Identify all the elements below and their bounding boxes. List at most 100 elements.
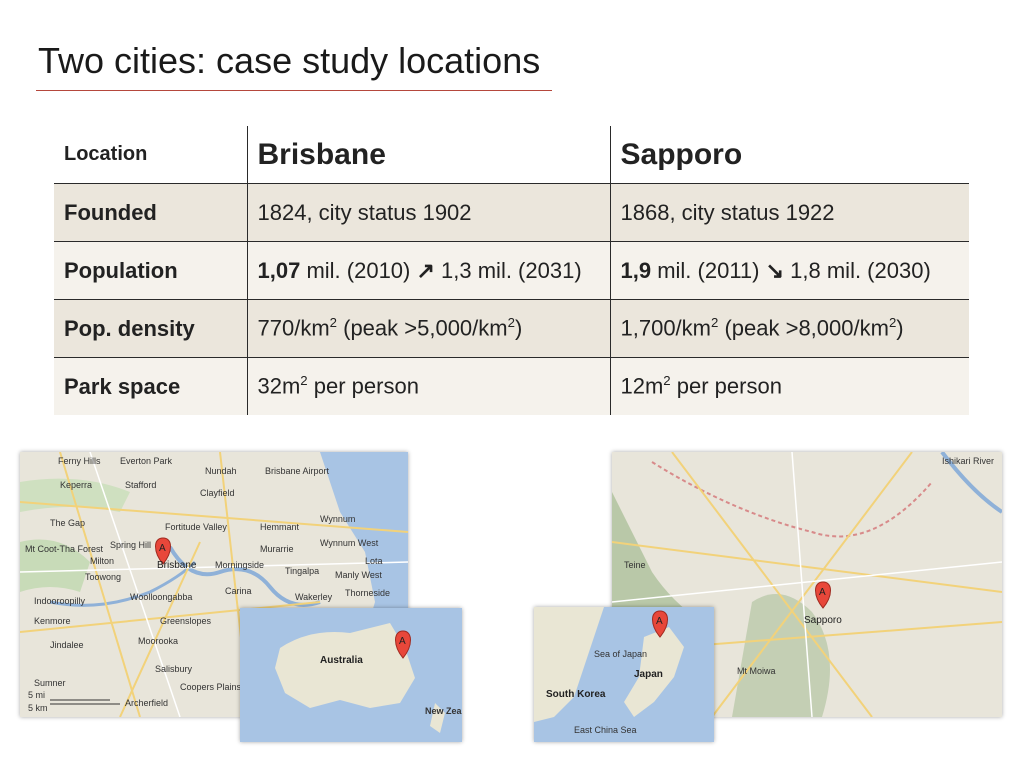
map-label: Morningside xyxy=(215,560,264,570)
park-unit: per person xyxy=(670,373,782,399)
map-label: Wynnum xyxy=(320,514,355,524)
map-label: Ferny Hills xyxy=(58,456,101,466)
superscript: 2 xyxy=(329,315,337,331)
map-label: Australia xyxy=(320,655,363,666)
population-projection: 1,3 mil. (2031) xyxy=(434,257,582,283)
brisbane-founded: 1824, city status 1902 xyxy=(246,183,610,242)
map-label: Greenslopes xyxy=(160,616,212,626)
map-label: Everton Park xyxy=(120,456,173,466)
map-marker-icon: A xyxy=(652,610,668,638)
map-label: Clayfield xyxy=(200,488,235,498)
map-label: Keperra xyxy=(60,480,92,490)
park-text: 12m xyxy=(620,373,664,399)
map-label: Teine xyxy=(624,560,646,570)
marker-label: A xyxy=(399,636,406,647)
map-label: Wynnum West xyxy=(320,538,379,548)
population-value: 1,07 xyxy=(257,257,301,283)
row-label-park: Park space xyxy=(54,357,247,415)
map-label: Coopers Plains xyxy=(180,682,242,692)
map-label: Milton xyxy=(90,556,114,566)
marker-label: A xyxy=(819,587,826,598)
map-label: Murarrie xyxy=(260,544,294,554)
map-label: Ishikari River xyxy=(942,456,994,466)
scale-label: 5 km xyxy=(28,703,48,713)
park-unit: per person xyxy=(307,373,419,399)
brisbane-population: 1,07 mil. (2010) ↗ 1,3 mil. (2031) xyxy=(246,241,610,300)
map-marker-icon: A xyxy=(155,537,171,565)
japan-inset-map: A Sea of Japan South Korea Japan East Ch… xyxy=(534,607,714,742)
sapporo-population: 1,9 mil. (2011) ↘ 1,8 mil. (2030) xyxy=(609,241,969,300)
map-marker-icon: A xyxy=(395,630,411,659)
map-label: New Zealand xyxy=(425,706,462,716)
population-year: mil. (2010) xyxy=(300,257,417,283)
map-label: Thorneside xyxy=(345,588,390,598)
population-projection: 1,8 mil. (2030) xyxy=(784,257,931,283)
map-label: Sumner xyxy=(34,678,66,688)
superscript: 2 xyxy=(507,315,515,331)
park-text: 32m xyxy=(257,373,301,399)
closing-paren: ) xyxy=(896,315,904,341)
map-label: Jindalee xyxy=(50,640,84,650)
superscript: 2 xyxy=(711,315,719,331)
map-label: Mt Moiwa xyxy=(737,666,776,676)
density-peak-text: (peak >8,000/km xyxy=(718,315,889,341)
map-label: South Korea xyxy=(546,689,606,700)
header-brisbane: Brisbane xyxy=(246,126,610,184)
superscript: 2 xyxy=(888,315,897,331)
map-label: Sapporo xyxy=(804,615,842,626)
map-marker-icon: A xyxy=(815,581,831,609)
map-label: Archerfield xyxy=(125,698,168,708)
trend-up-icon: ↗ xyxy=(416,257,435,283)
density-text: 770/km xyxy=(257,315,330,341)
map-label: Salisbury xyxy=(155,664,193,674)
table-row-density: Pop. density 770/km2 (peak >5,000/km2) 1… xyxy=(54,299,969,358)
sapporo-park: 12m2 per person xyxy=(609,357,969,415)
sapporo-founded: 1868, city status 1922 xyxy=(609,183,969,242)
marker-label: A xyxy=(656,616,663,627)
map-label: Lota xyxy=(365,556,383,566)
trend-down-icon: ↘ xyxy=(765,257,785,283)
superscript: 2 xyxy=(663,373,671,389)
brisbane-map: A Ferny Hills Everton Park Nundah Brisba… xyxy=(20,452,408,717)
map-label: Brisbane xyxy=(157,560,197,571)
row-label-density: Pop. density xyxy=(54,299,247,358)
map-label: Fortitude Valley xyxy=(165,522,227,532)
australia-inset-map: A Australia New Zealand xyxy=(240,608,462,742)
marker-label: A xyxy=(159,543,166,554)
map-label: Nundah xyxy=(205,466,237,476)
map-label: Hemmant xyxy=(260,522,300,532)
header-sapporo: Sapporo xyxy=(609,126,969,184)
header-location: Location xyxy=(54,126,247,184)
map-label: Stafford xyxy=(125,480,156,490)
row-label-founded: Founded xyxy=(54,183,247,242)
sapporo-density: 1,700/km2 (peak >8,000/km2) xyxy=(609,299,969,358)
population-year: mil. (2011) xyxy=(651,257,766,283)
table-row-park: Park space 32m2 per person 12m2 per pers… xyxy=(54,357,969,415)
map-label: Indooroopilly xyxy=(34,596,86,606)
map-label: Japan xyxy=(634,669,663,680)
table-row-founded: Founded 1824, city status 1902 1868, cit… xyxy=(54,183,969,242)
superscript: 2 xyxy=(300,373,308,389)
map-label: The Gap xyxy=(50,518,85,528)
city-comparison-table: Location Brisbane Sapporo Founded 1824, … xyxy=(54,126,969,415)
map-label: Tingalpa xyxy=(285,566,319,576)
map-label: Manly West xyxy=(335,570,382,580)
map-label: Brisbane Airport xyxy=(265,466,330,476)
brisbane-park: 32m2 per person xyxy=(246,357,610,415)
map-label: East China Sea xyxy=(574,725,637,735)
density-text: 1,700/km xyxy=(620,315,712,341)
density-peak-text: (peak >5,000/km xyxy=(337,315,508,341)
map-label: Wakerley xyxy=(295,592,333,602)
map-label: Sea of Japan xyxy=(594,649,647,659)
slide-title: Two cities: case study locations xyxy=(38,40,541,81)
brisbane-density: 770/km2 (peak >5,000/km2) xyxy=(246,299,610,358)
map-label: Mt Coot-Tha Forest xyxy=(25,544,104,554)
table-header-row: Location Brisbane Sapporo xyxy=(54,126,969,184)
title-underline xyxy=(36,90,552,91)
closing-paren: ) xyxy=(514,315,523,341)
map-label: Toowong xyxy=(85,572,121,582)
scale-label: 5 mi xyxy=(28,690,45,700)
population-value: 1,9 xyxy=(620,257,652,283)
map-label: Woolloongabba xyxy=(130,592,192,602)
table-row-population: Population 1,07 mil. (2010) ↗ 1,3 mil. (… xyxy=(54,241,969,300)
